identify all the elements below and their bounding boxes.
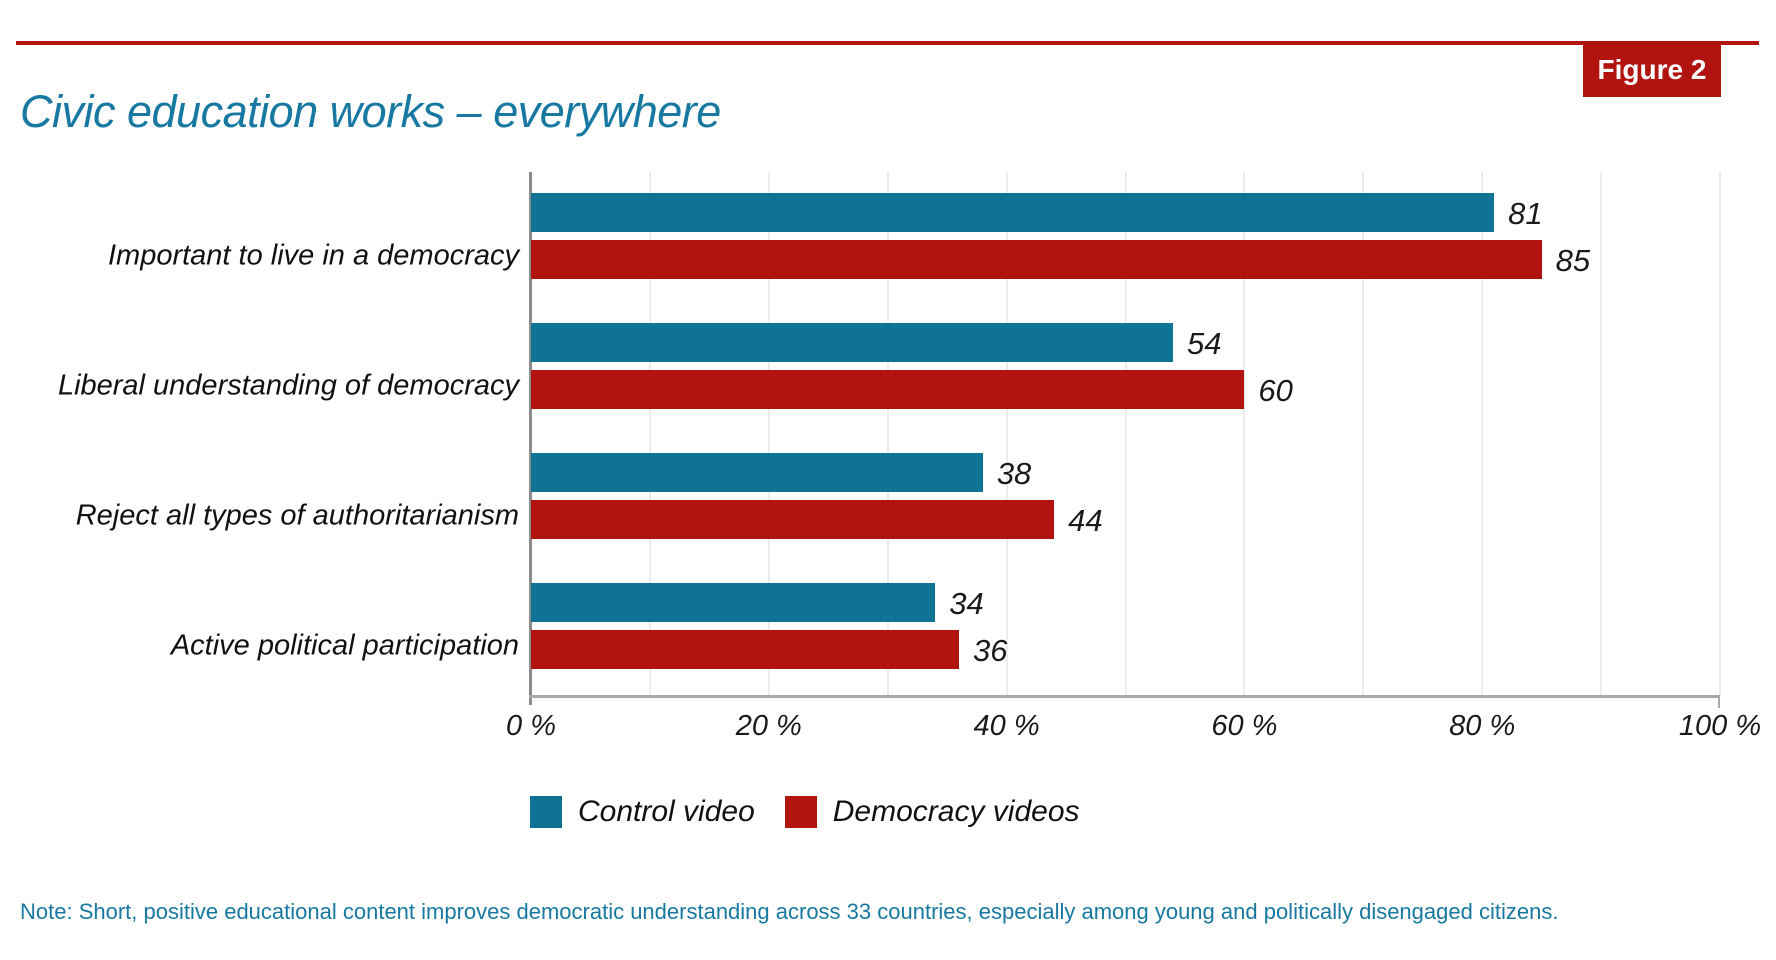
category-label-0: Important to live in a democracy xyxy=(107,239,519,271)
gridline-40-percent xyxy=(1005,172,1008,695)
value-label-54: 54 xyxy=(1187,325,1222,361)
category-label-2: Reject all types of authoritarianism xyxy=(75,499,519,531)
gridline-10-percent xyxy=(648,172,651,695)
value-label-44: 44 xyxy=(1068,502,1103,538)
gridline-80-percent xyxy=(1481,172,1484,695)
bar-control-video-1 xyxy=(531,323,1174,362)
category-label-3: Active political participation xyxy=(170,629,519,661)
x-tick-label-40: 40 % xyxy=(973,710,1040,742)
y-axis-line xyxy=(529,172,532,705)
value-label-34: 34 xyxy=(949,585,984,621)
category-label-1: Liberal understanding of democracy xyxy=(57,369,519,401)
legend-label-democracy-videos: Democracy videos xyxy=(832,795,1080,828)
value-label-36: 36 xyxy=(973,632,1008,668)
bar-control-video-2 xyxy=(531,453,983,492)
legend-item-democracy-videos: Democracy videos xyxy=(784,795,1080,829)
gridline-70-percent xyxy=(1362,172,1365,695)
x-tick-label-80: 80 % xyxy=(1449,710,1516,742)
gridline-100-percent xyxy=(1719,172,1721,695)
note-text: Note: Short, positive educational conten… xyxy=(20,899,1559,924)
legend-item-control-video: Control video xyxy=(530,795,755,829)
gridline-20-percent xyxy=(767,172,770,695)
legend-label-control-video: Control video xyxy=(578,795,755,828)
x-tick-label-60: 60 % xyxy=(1211,710,1278,742)
bar-control-video-0 xyxy=(531,193,1495,232)
bar-democracy-videos-1 xyxy=(531,370,1245,409)
legend-swatch-democracy-videos xyxy=(784,796,817,828)
x-tick-label-0: 0 % xyxy=(506,710,556,742)
top-rule xyxy=(16,41,1759,45)
value-label-85: 85 xyxy=(1555,242,1591,278)
gridline-90-percent xyxy=(1600,172,1603,695)
bar-democracy-videos-0 xyxy=(531,240,1542,279)
gridline-50-percent xyxy=(1124,172,1127,695)
figure-badge: Figure 2 xyxy=(1583,43,1721,97)
x-tick-label-20: 20 % xyxy=(735,710,802,742)
bar-democracy-videos-2 xyxy=(531,500,1055,539)
page-title: Civic education works – everywhere xyxy=(20,86,721,138)
x-axis-line xyxy=(529,695,1720,698)
plot-area: 81 85 54 60 38 44 34 36 xyxy=(529,172,1721,708)
bar-democracy-videos-3 xyxy=(531,630,960,669)
figure-badge-label: Figure 2 xyxy=(1597,54,1707,85)
axis-end-tick xyxy=(1718,698,1720,708)
gridline-60-percent xyxy=(1243,172,1246,695)
value-label-38: 38 xyxy=(996,455,1032,491)
x-tick-label-100: 100 % xyxy=(1678,710,1762,742)
bar-control-video-3 xyxy=(531,583,936,622)
value-label-81: 81 xyxy=(1508,195,1543,231)
value-label-60: 60 xyxy=(1258,372,1293,408)
legend: Control video Democracy videos xyxy=(530,795,1080,829)
gridline-30-percent xyxy=(886,172,889,695)
legend-swatch-control-video xyxy=(530,796,562,828)
